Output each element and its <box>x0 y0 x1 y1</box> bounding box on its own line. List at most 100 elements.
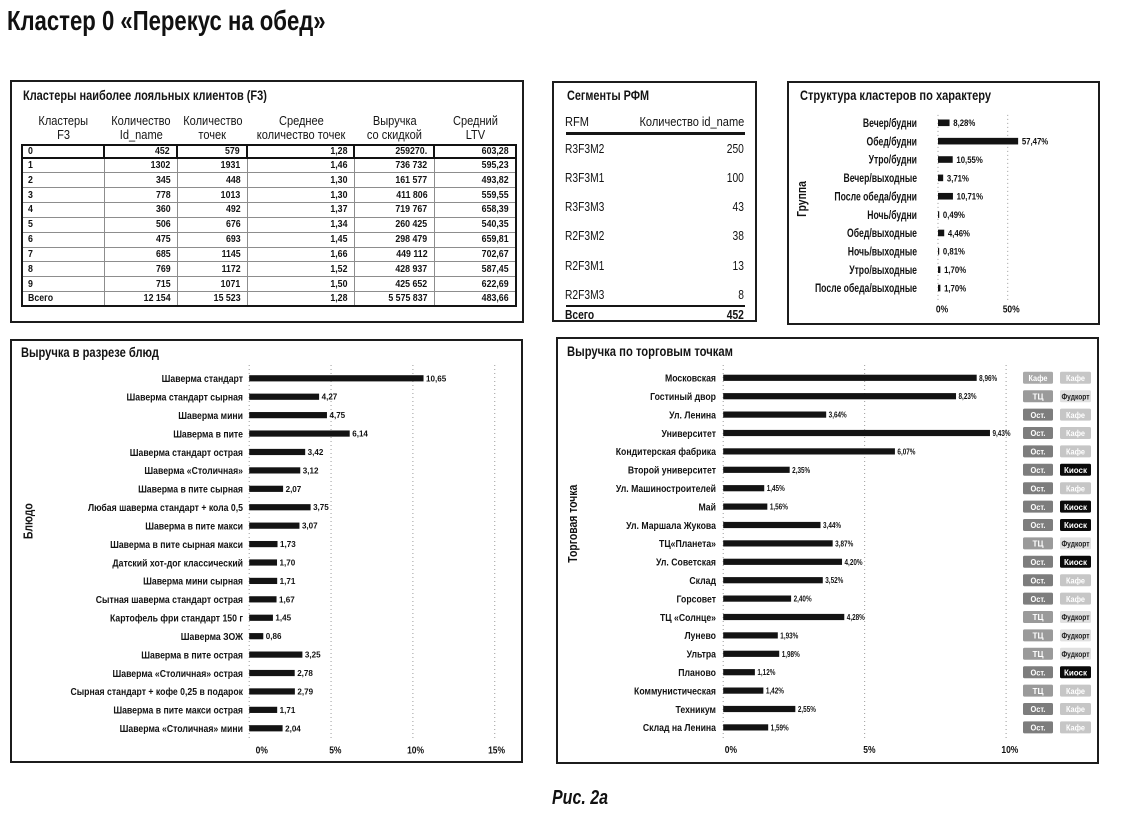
svg-text:Московская: Московская <box>665 373 716 384</box>
svg-text:8,28%: 8,28% <box>953 117 975 128</box>
svg-text:Вечер/выходные: Вечер/выходные <box>843 173 917 186</box>
svg-text:ТЦ: ТЦ <box>1033 540 1044 549</box>
svg-text:Обед/выходные: Обед/выходные <box>847 227 917 241</box>
svg-text:Кафе: Кафе <box>1066 724 1085 733</box>
svg-text:Шаверма ЗОЖ: Шаверма ЗОЖ <box>181 631 244 642</box>
svg-text:ТЦ «Солнце»: ТЦ «Солнце» <box>660 612 716 623</box>
svg-text:Ост.: Ост. <box>1031 466 1046 475</box>
svg-text:1,45%: 1,45% <box>767 483 785 493</box>
svg-text:ТЦ«Планета»: ТЦ«Планета» <box>659 539 716 550</box>
svg-text:0,86: 0,86 <box>266 631 282 641</box>
svg-text:1,70%: 1,70% <box>944 283 966 294</box>
svg-text:3,71%: 3,71% <box>947 173 969 184</box>
svg-text:57,47%: 57,47% <box>1022 136 1049 147</box>
svg-text:3,64%: 3,64% <box>829 410 847 420</box>
svg-text:3,52%: 3,52% <box>825 575 843 585</box>
svg-text:Фудкорт: Фудкорт <box>1062 613 1090 622</box>
svg-text:Шаверма «Столичная» мини: Шаверма «Столичная» мини <box>120 724 244 735</box>
svg-text:2,35%: 2,35% <box>792 465 810 475</box>
svg-text:Университет: Университет <box>662 428 717 439</box>
svg-text:4,28%: 4,28% <box>847 612 865 622</box>
svg-text:Ультра: Ультра <box>687 649 717 660</box>
svg-text:Фудкорт: Фудкорт <box>1062 540 1090 549</box>
svg-text:2,55%: 2,55% <box>798 704 816 714</box>
svg-text:Шаверма в пите сырная макси: Шаверма в пите сырная макси <box>110 539 243 550</box>
svg-text:Кафе: Кафе <box>1066 429 1085 438</box>
svg-text:Горсовет: Горсовет <box>677 594 717 605</box>
svg-text:Ул. Советская: Ул. Советская <box>656 557 716 568</box>
svg-text:Группа: Группа <box>795 181 809 217</box>
svg-text:1,56%: 1,56% <box>770 502 788 512</box>
svg-text:Ост.: Ост. <box>1031 503 1046 512</box>
svg-text:Фудкорт: Фудкорт <box>1062 632 1090 641</box>
svg-text:1,73: 1,73 <box>280 539 296 549</box>
svg-text:3,87%: 3,87% <box>835 538 853 548</box>
svg-text:Ост.: Ост. <box>1031 724 1046 733</box>
svg-text:Гостиный двор: Гостиный двор <box>650 391 716 402</box>
svg-text:1,45: 1,45 <box>275 613 291 623</box>
svg-text:Киоск: Киоск <box>1064 558 1088 567</box>
svg-text:Утро/выходные: Утро/выходные <box>849 265 917 278</box>
svg-text:1,12%: 1,12% <box>757 667 775 677</box>
svg-text:Склад на Ленина: Склад на Ленина <box>643 723 717 734</box>
svg-text:Киоск: Киоск <box>1064 521 1088 530</box>
svg-text:Кафе: Кафе <box>1066 374 1085 383</box>
svg-text:1,98%: 1,98% <box>782 649 800 659</box>
svg-text:1,42%: 1,42% <box>766 686 784 696</box>
svg-text:3,07: 3,07 <box>302 520 318 530</box>
svg-text:Май: Май <box>698 502 716 513</box>
svg-text:ТЦ: ТЦ <box>1033 613 1044 622</box>
svg-text:Ост.: Ост. <box>1031 484 1046 493</box>
svg-text:Шаверма мини: Шаверма мини <box>178 410 243 421</box>
svg-text:10%: 10% <box>407 745 424 756</box>
svg-text:Кондитерская фабрика: Кондитерская фабрика <box>616 447 717 458</box>
svg-text:10,65: 10,65 <box>426 373 447 383</box>
svg-text:50%: 50% <box>1003 304 1020 315</box>
svg-text:3,12: 3,12 <box>303 465 319 475</box>
svg-text:После обеда/выходные: После обеда/выходные <box>815 282 917 296</box>
svg-text:Вечер/будни: Вечер/будни <box>863 117 917 131</box>
svg-text:Шаверма стандарт: Шаверма стандарт <box>162 374 244 385</box>
svg-text:0%: 0% <box>256 745 268 756</box>
svg-text:Шаверма в пите: Шаверма в пите <box>173 429 243 440</box>
svg-text:Кафе: Кафе <box>1029 374 1048 383</box>
svg-text:1,70: 1,70 <box>280 557 296 567</box>
svg-text:Ночь/будни: Ночь/будни <box>867 208 917 222</box>
svg-text:Коммунистическая: Коммунистическая <box>634 686 716 697</box>
svg-text:5%: 5% <box>863 744 875 755</box>
svg-text:Ост.: Ост. <box>1031 429 1046 438</box>
svg-text:После обеда/будни: После обеда/будни <box>834 190 917 204</box>
svg-text:Ост.: Ост. <box>1031 521 1046 530</box>
svg-text:1,70%: 1,70% <box>944 264 966 275</box>
svg-text:Второй университет: Второй университет <box>628 465 717 476</box>
svg-text:Шаверма мини сырная: Шаверма мини сырная <box>143 576 243 587</box>
svg-text:Киоск: Киоск <box>1064 668 1088 677</box>
svg-text:3,42: 3,42 <box>308 447 324 457</box>
svg-text:Датский хот-дог классический: Датский хот-дог классический <box>112 558 243 569</box>
svg-text:Кафе: Кафе <box>1066 411 1085 420</box>
svg-text:Торговая точка: Торговая точка <box>566 484 580 562</box>
svg-text:8,23%: 8,23% <box>959 391 977 401</box>
svg-text:Шаверма «Столичная»: Шаверма «Столичная» <box>144 466 243 477</box>
svg-text:Склад: Склад <box>689 575 716 586</box>
svg-text:Шаверма в пите острая: Шаверма в пите острая <box>141 650 243 661</box>
svg-text:4,27: 4,27 <box>322 392 338 402</box>
svg-text:4,75: 4,75 <box>329 410 345 420</box>
svg-text:Фудкорт: Фудкорт <box>1062 650 1090 659</box>
svg-text:9,43%: 9,43% <box>992 428 1010 438</box>
svg-text:ТЦ: ТЦ <box>1033 650 1044 659</box>
svg-text:Ост.: Ост. <box>1031 448 1046 457</box>
svg-text:Киоск: Киоск <box>1064 503 1088 512</box>
svg-text:2,79: 2,79 <box>297 686 313 696</box>
svg-text:ТЦ: ТЦ <box>1033 632 1044 641</box>
svg-text:Ост.: Ост. <box>1031 558 1046 567</box>
svg-text:3,44%: 3,44% <box>823 520 841 530</box>
svg-text:Шаверма в пите макси: Шаверма в пите макси <box>145 521 243 532</box>
svg-text:Ост.: Ост. <box>1031 411 1046 420</box>
svg-text:2,78: 2,78 <box>297 668 313 678</box>
svg-text:0,49%: 0,49% <box>943 209 965 220</box>
svg-text:Кафе: Кафе <box>1066 484 1085 493</box>
svg-text:Утро/будни: Утро/будни <box>869 153 917 167</box>
svg-text:Техникум: Техникум <box>675 704 716 715</box>
svg-text:Шаверма в пите сырная: Шаверма в пите сырная <box>138 484 243 495</box>
